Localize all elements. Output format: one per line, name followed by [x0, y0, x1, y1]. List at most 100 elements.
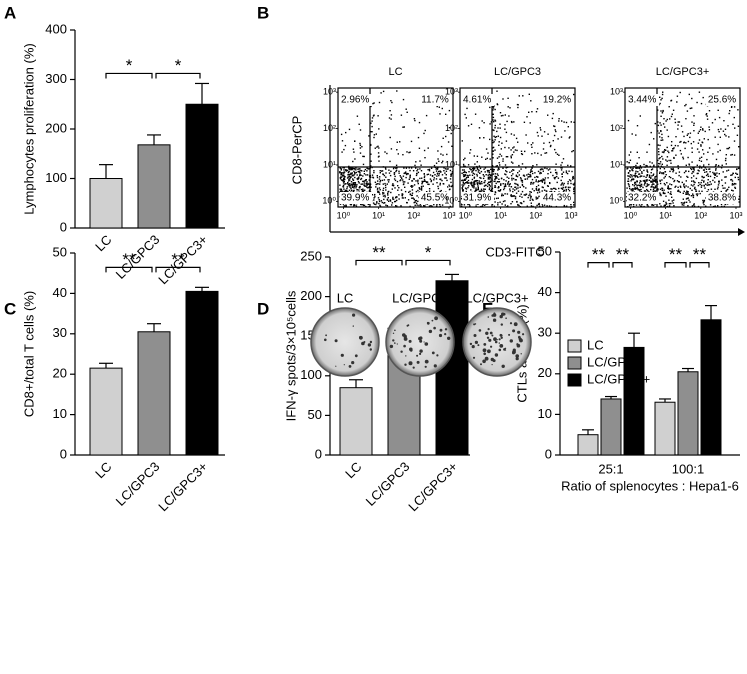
event-dot — [631, 190, 633, 192]
event-dot — [567, 164, 569, 167]
event-dot — [501, 193, 503, 195]
event-dot — [725, 176, 727, 178]
event-dot — [484, 204, 486, 206]
spot — [348, 365, 352, 368]
event-dot — [552, 174, 554, 177]
event-dot — [654, 191, 656, 193]
event-dot — [351, 168, 353, 171]
event-dot — [444, 177, 446, 179]
event-dot — [385, 186, 387, 189]
plot-title: LC/GPC3+ — [656, 66, 710, 78]
event-dot — [393, 173, 396, 176]
event-dot — [633, 205, 635, 208]
event-dot — [667, 185, 669, 187]
event-dot — [339, 188, 341, 190]
event-dot — [360, 183, 362, 185]
event-dot — [419, 203, 422, 205]
event-dot — [531, 146, 533, 148]
event-dot — [414, 201, 416, 203]
event-dot — [691, 189, 693, 191]
event-dot — [639, 190, 641, 192]
event-dot — [394, 200, 397, 203]
event-dot — [371, 194, 373, 196]
event-dot — [492, 153, 494, 155]
event-dot — [725, 154, 727, 156]
event-dot — [703, 199, 706, 202]
event-dot — [404, 190, 407, 193]
event-dot — [654, 176, 656, 178]
spot — [471, 345, 475, 349]
event-dot — [680, 140, 682, 143]
event-dot — [432, 183, 434, 185]
event-dot — [684, 201, 686, 204]
event-dot — [499, 164, 501, 166]
event-dot — [423, 149, 426, 152]
event-dot — [737, 176, 739, 179]
event-dot — [731, 189, 733, 191]
significance-bracket — [105, 72, 153, 79]
event-dot — [374, 181, 377, 183]
event-dot — [573, 204, 575, 206]
event-dot — [554, 169, 557, 171]
event-dot — [692, 167, 694, 169]
x-tick-label: 10³ — [442, 210, 455, 220]
y-tick-label: 40 — [538, 284, 552, 299]
event-dot — [688, 93, 690, 96]
event-dot — [365, 179, 367, 181]
event-dot — [665, 195, 667, 197]
event-dot — [419, 168, 421, 170]
event-dot — [675, 154, 677, 156]
event-dot — [701, 190, 703, 192]
event-dot — [704, 171, 706, 173]
event-dot — [520, 193, 522, 195]
event-dot — [553, 187, 555, 190]
event-dot — [521, 183, 524, 186]
event-dot — [350, 176, 352, 178]
event-dot — [493, 198, 495, 200]
event-dot — [668, 203, 671, 205]
event-dot — [362, 180, 364, 183]
spot — [490, 345, 493, 348]
event-dot — [712, 171, 714, 174]
event-dot — [666, 118, 668, 121]
event-dot — [630, 204, 632, 206]
event-dot — [512, 147, 514, 149]
event-dot — [699, 129, 702, 131]
spot — [498, 342, 500, 344]
event-dot — [546, 167, 548, 170]
event-dot — [561, 167, 563, 169]
significance-label: ** — [616, 245, 630, 264]
event-dot — [707, 189, 710, 191]
event-dot — [565, 190, 567, 192]
event-dot — [374, 147, 376, 149]
y-tick-label: 10¹ — [323, 159, 336, 169]
event-dot — [494, 127, 496, 129]
spot — [496, 339, 498, 341]
event-dot — [725, 190, 727, 192]
event-dot — [637, 171, 639, 173]
event-dot — [507, 180, 510, 183]
significance-label: * — [175, 56, 182, 75]
x-tick-label: 25:1 — [598, 461, 623, 476]
event-dot — [690, 167, 692, 170]
event-dot — [721, 179, 723, 181]
event-dot — [693, 204, 695, 206]
event-dot — [665, 174, 667, 176]
event-dot — [502, 98, 504, 100]
event-dot — [478, 165, 481, 167]
event-dot — [339, 167, 341, 169]
event-dot — [347, 181, 349, 184]
event-dot — [512, 188, 514, 190]
event-dot — [418, 121, 421, 124]
event-dot — [373, 102, 375, 104]
event-dot — [357, 181, 360, 183]
event-dot — [539, 205, 541, 208]
event-dot — [353, 189, 355, 192]
event-dot — [370, 122, 372, 124]
event-dot — [663, 150, 665, 152]
event-dot — [679, 191, 681, 193]
event-dot — [535, 179, 537, 181]
event-dot — [560, 164, 562, 166]
event-dot — [723, 120, 725, 122]
event-dot — [470, 182, 473, 184]
